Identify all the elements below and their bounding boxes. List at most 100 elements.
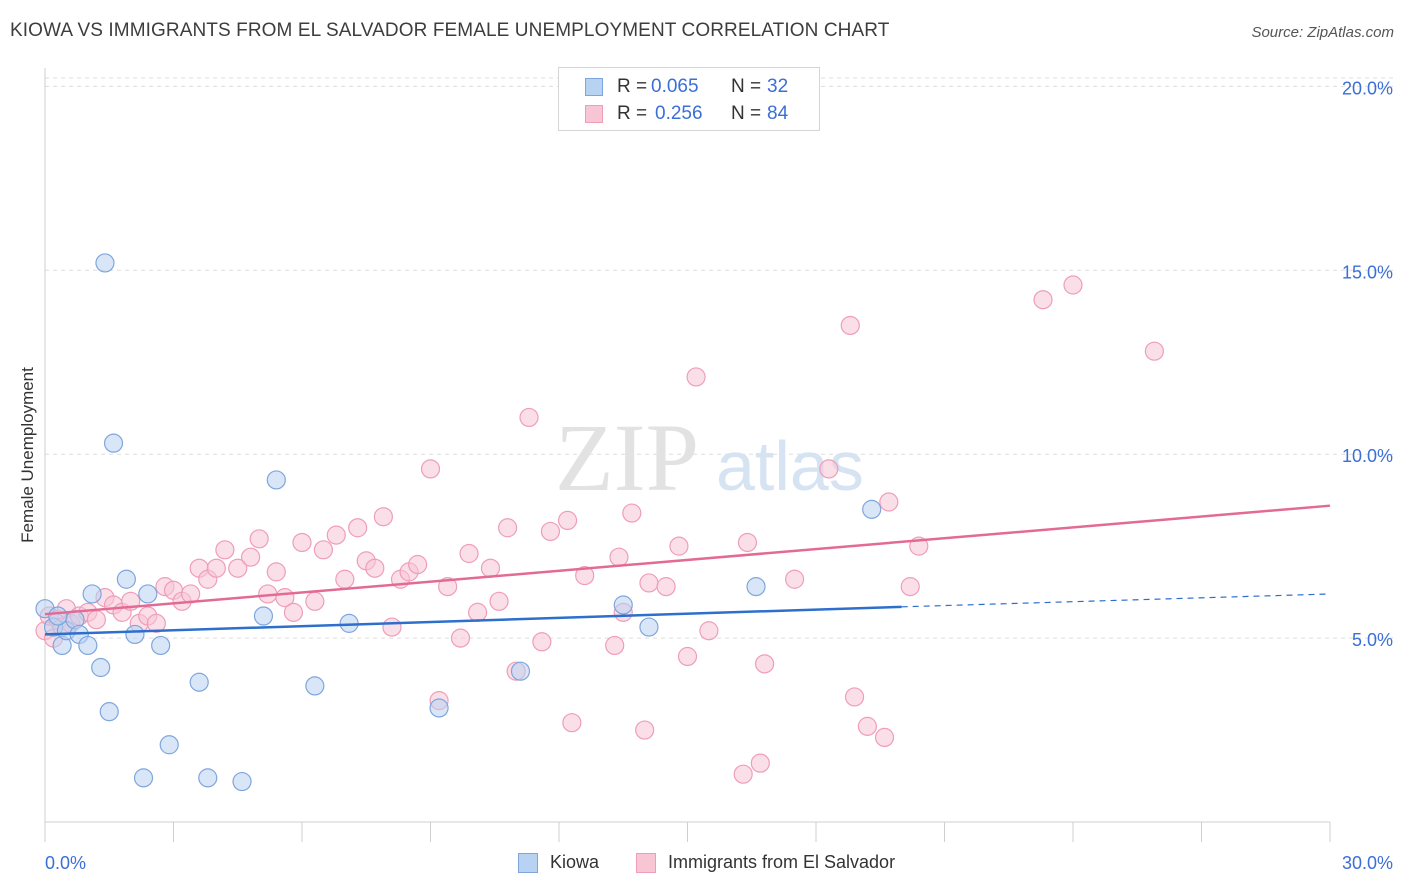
kiowa-point bbox=[232, 771, 252, 792]
salvador-point bbox=[635, 720, 655, 740]
salvador-point bbox=[519, 407, 539, 428]
salvador-point bbox=[266, 562, 286, 582]
kiowa-point bbox=[103, 433, 124, 453]
chart-source: Source: ZipAtlas.com bbox=[1251, 24, 1394, 41]
salvador-point bbox=[784, 569, 805, 589]
salvador-point bbox=[562, 713, 582, 733]
salvador-point bbox=[365, 558, 385, 578]
kiowa-point bbox=[189, 672, 209, 692]
kiowa-point bbox=[253, 606, 274, 626]
kiowa-point bbox=[133, 768, 154, 788]
salvador-point bbox=[669, 536, 689, 556]
salvador-point bbox=[750, 753, 770, 773]
salvador-point bbox=[373, 507, 393, 527]
salvador-point bbox=[292, 532, 312, 553]
trend-lines bbox=[44, 504, 1331, 636]
legend-r-value: 0.065 bbox=[651, 76, 699, 97]
salvador-point bbox=[609, 547, 629, 567]
salvador-point bbox=[335, 569, 355, 589]
salvador-point bbox=[489, 591, 509, 611]
data-points bbox=[35, 253, 1164, 792]
salvador-point bbox=[459, 543, 479, 564]
kiowa-point bbox=[95, 253, 115, 273]
kiowa-point bbox=[151, 635, 171, 656]
salvador-point bbox=[1144, 341, 1164, 361]
watermark-atlas: atlas bbox=[716, 427, 864, 505]
correlation-legend: R = 0.065 N = 32 R = 0.256 N = 84 bbox=[558, 67, 820, 131]
salvador-point bbox=[283, 602, 304, 622]
kiowa-point bbox=[48, 606, 68, 626]
salvador-point bbox=[498, 518, 518, 538]
salvador-point bbox=[819, 459, 839, 479]
salvador-point bbox=[733, 764, 753, 784]
legend-n-label: N = bbox=[731, 103, 762, 124]
salvador-point bbox=[699, 621, 719, 641]
series-swatch-kiowa bbox=[518, 853, 538, 873]
kiowa-point bbox=[198, 768, 218, 788]
x-tick-label: 30.0% bbox=[1342, 853, 1393, 873]
legend-r-label: R = bbox=[617, 76, 648, 97]
salvador-point bbox=[575, 565, 595, 586]
kiowa-point bbox=[862, 499, 882, 519]
salvador-point bbox=[228, 558, 248, 578]
salvador-point bbox=[480, 558, 501, 578]
legend-n-value: 32 bbox=[767, 76, 789, 97]
salvador-point bbox=[737, 532, 758, 553]
legend-n-value: 84 bbox=[767, 103, 789, 124]
salvador-point bbox=[540, 521, 561, 542]
salvador-point bbox=[656, 577, 676, 597]
salvador-point bbox=[86, 610, 107, 630]
salvador-point bbox=[605, 635, 625, 656]
salvador-point bbox=[438, 577, 458, 597]
kiowa-point bbox=[138, 584, 158, 604]
legend-r-label: R = bbox=[617, 103, 648, 124]
salvador-point bbox=[857, 716, 878, 736]
salvador-point bbox=[686, 367, 706, 387]
kiowa-trend-extension bbox=[901, 593, 1331, 608]
series-label-kiowa: Kiowa bbox=[550, 852, 600, 872]
salvador-point bbox=[900, 577, 920, 597]
kiowa-point bbox=[82, 584, 102, 604]
salvador-point bbox=[557, 510, 578, 531]
kiowa-point bbox=[91, 657, 111, 678]
watermark: ZIP atlas bbox=[555, 404, 864, 511]
chart-title: KIOWA VS IMMIGRANTS FROM EL SALVADOR FEM… bbox=[10, 20, 890, 41]
salvador-point bbox=[468, 602, 488, 622]
salvador-point bbox=[382, 617, 402, 637]
y-tick-label: 10.0% bbox=[1342, 446, 1393, 466]
kiowa-point bbox=[305, 676, 325, 696]
salvador-point bbox=[639, 573, 659, 593]
salvador-point bbox=[844, 687, 865, 707]
kiowa-point bbox=[125, 624, 145, 645]
salvador-point bbox=[249, 529, 269, 549]
axes bbox=[44, 68, 1331, 842]
kiowa-point bbox=[266, 470, 286, 490]
salvador-point bbox=[840, 315, 860, 336]
salvador-point bbox=[326, 525, 346, 545]
kiowa-point bbox=[429, 698, 449, 718]
kiowa-point bbox=[116, 569, 136, 589]
salvador-point bbox=[874, 727, 895, 748]
salvador-trend-line bbox=[44, 504, 1331, 616]
salvador-point bbox=[420, 459, 441, 479]
legend-n-label: N = bbox=[731, 76, 762, 97]
salvador-point bbox=[305, 591, 325, 611]
salvador-point bbox=[450, 628, 471, 648]
salvador-point bbox=[241, 547, 261, 567]
series-label-salvador: Immigrants from El Salvador bbox=[668, 852, 896, 872]
watermark-zip: ZIP bbox=[555, 404, 699, 511]
legend-r-value: 0.256 bbox=[655, 103, 703, 124]
y-tick-label: 15.0% bbox=[1342, 262, 1393, 282]
salvador-point bbox=[677, 646, 698, 667]
kiowa-trend-line bbox=[44, 605, 902, 636]
salvador-point bbox=[1063, 275, 1083, 295]
kiowa-point bbox=[746, 577, 766, 597]
salvador-point bbox=[146, 613, 166, 633]
salvador-point bbox=[754, 654, 775, 674]
salvador-point bbox=[622, 503, 642, 523]
salvador-point bbox=[1033, 290, 1053, 310]
legend-swatch-kiowa bbox=[585, 78, 603, 96]
legend-swatch-salvador bbox=[585, 105, 603, 123]
x-tick-label: 0.0% bbox=[45, 853, 86, 873]
